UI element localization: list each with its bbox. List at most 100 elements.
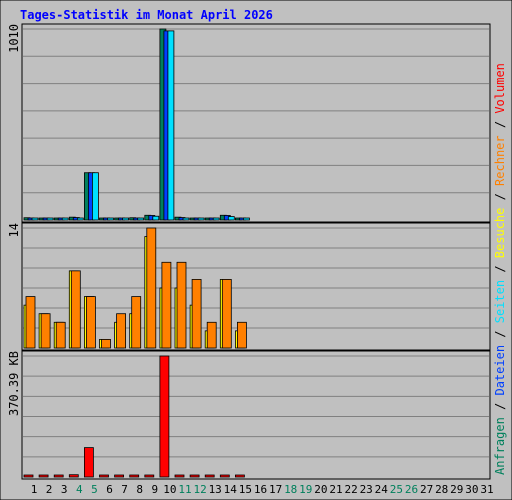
x-tick-label: 1 [31,483,38,496]
x-tick-label: 18 [284,483,297,496]
bar-seiten-day-15 [242,217,250,221]
bar-rechner-day-11 [176,261,187,349]
panel-1-axis-label: 1010 [7,24,21,53]
bar-volumen-day-4 [68,474,79,478]
bar-volumen-day-6 [99,474,109,478]
x-tick-label: 20 [314,483,327,496]
bar-rechner-day-1 [25,296,36,349]
bar-rechner-day-15 [236,321,247,349]
x-tick-label: 24 [375,483,389,496]
bar-rechner-day-8 [131,296,142,349]
panel-1: 1010 [7,23,491,223]
legend-separator: / [493,396,507,418]
x-tick-label: 23 [360,483,373,496]
chart-title: Tages-Statistik im Monat April 2026 [20,8,273,22]
x-tick-label: 14 [224,483,238,496]
x-tick-label: 12 [193,483,206,496]
x-tick-label: 19 [299,483,312,496]
bar-volumen-day-14 [219,474,230,478]
bar-volumen-day-8 [129,474,140,478]
panel-2: 14 [7,222,491,351]
x-tick-label: 9 [151,483,158,496]
x-tick-label: 13 [209,483,222,496]
x-tick-label: 28 [435,483,448,496]
x-tick-label: 22 [344,483,357,496]
legend-separator: / [493,114,507,136]
bar-seiten-day-10 [167,30,175,221]
bar-volumen-day-13 [204,474,215,478]
bar-rechner-day-12 [191,279,202,349]
x-tick-label: 3 [61,483,68,496]
x-tick-label: 29 [450,483,463,496]
bar-volumen-day-3 [53,474,64,478]
bar-seiten-day-13 [212,217,220,221]
panel-1-plot-area [21,23,491,223]
bar-seiten-day-2 [46,217,54,221]
chart-panels: 1010 14 370.39 KB [7,23,491,480]
x-tick-label: 7 [121,483,128,496]
x-tick-label: 5 [91,483,98,496]
bar-rechner-day-10 [161,261,172,349]
panel-2-axis-label: 14 [7,223,21,237]
bar-rechner-day-3 [55,321,66,349]
legend-separator: / [493,323,507,345]
bar-rechner-day-4 [70,270,81,349]
bar-volumen-day-15 [234,474,245,478]
legend-separator: / [493,258,507,280]
panel-3-axis-label: 370.39 KB [7,351,21,416]
bar-volumen-day-2 [38,474,49,478]
x-tick-label: 25 [390,483,403,496]
bar-rechner-day-2 [40,313,51,349]
bar-volumen-day-1 [23,474,34,478]
x-tick-label: 2 [46,483,53,496]
bar-seiten-day-1 [31,217,39,221]
panel-3: 370.39 KB [7,350,491,480]
bar-volumen-day-11 [174,474,185,478]
legend-separator: / [493,186,507,208]
legend-entry: Rechner [493,135,507,186]
legend-entry: Seiten [493,280,507,323]
x-tick-label: 31 [480,483,493,496]
bar-volumen-day-9 [144,474,155,478]
bar-seiten-day-7 [122,217,129,221]
x-tick-label: 6 [106,483,113,496]
x-tick-label: 16 [254,483,267,496]
x-tick-label: 27 [420,483,433,496]
bar-rechner-day-9 [146,227,157,349]
x-tick-label: 4 [76,483,83,496]
bar-rechner-day-7 [116,313,126,349]
legend-entry: Besuche [493,208,507,259]
bar-volumen-day-5 [84,447,94,478]
bar-seiten-day-4 [76,217,84,221]
panel-2-plot-area [21,222,491,351]
bar-rechner-day-14 [221,279,232,349]
x-tick-label: 15 [239,483,252,496]
bar-volumen-day-7 [114,474,124,478]
series-legend: Anfragen / Dateien / Seiten / Besuche / … [493,63,507,475]
bar-seiten-day-8 [137,217,145,221]
bar-seiten-day-6 [107,217,114,221]
x-tick-label: 8 [136,483,143,496]
panel-3-plot-area [21,350,491,480]
bar-seiten-day-5 [92,172,99,221]
x-tick-label: 30 [465,483,478,496]
bar-seiten-day-12 [197,217,205,221]
bar-seiten-day-3 [61,217,69,221]
x-tick-label: 17 [269,483,282,496]
legend-entry: Dateien [493,345,507,396]
bar-seiten-day-11 [182,217,190,221]
bar-seiten-day-14 [227,216,235,221]
x-axis-labels: 1 2 3 4 5 6 7 8 9 10 11 12 13 14 15 16 17 18 19 20 21 22 23 24 2… [31,483,494,496]
legend-entry: Volumen [493,63,507,114]
x-tick-label: 10 [163,483,176,496]
bar-rechner-day-5 [86,296,96,349]
bar-rechner-day-13 [206,321,217,349]
x-tick-label: 21 [329,483,342,496]
x-tick-label: 26 [405,483,418,496]
bar-rechner-day-6 [101,339,111,349]
bar-volumen-day-10 [159,355,170,478]
bar-volumen-day-12 [189,474,200,478]
bar-seiten-day-9 [152,215,160,221]
